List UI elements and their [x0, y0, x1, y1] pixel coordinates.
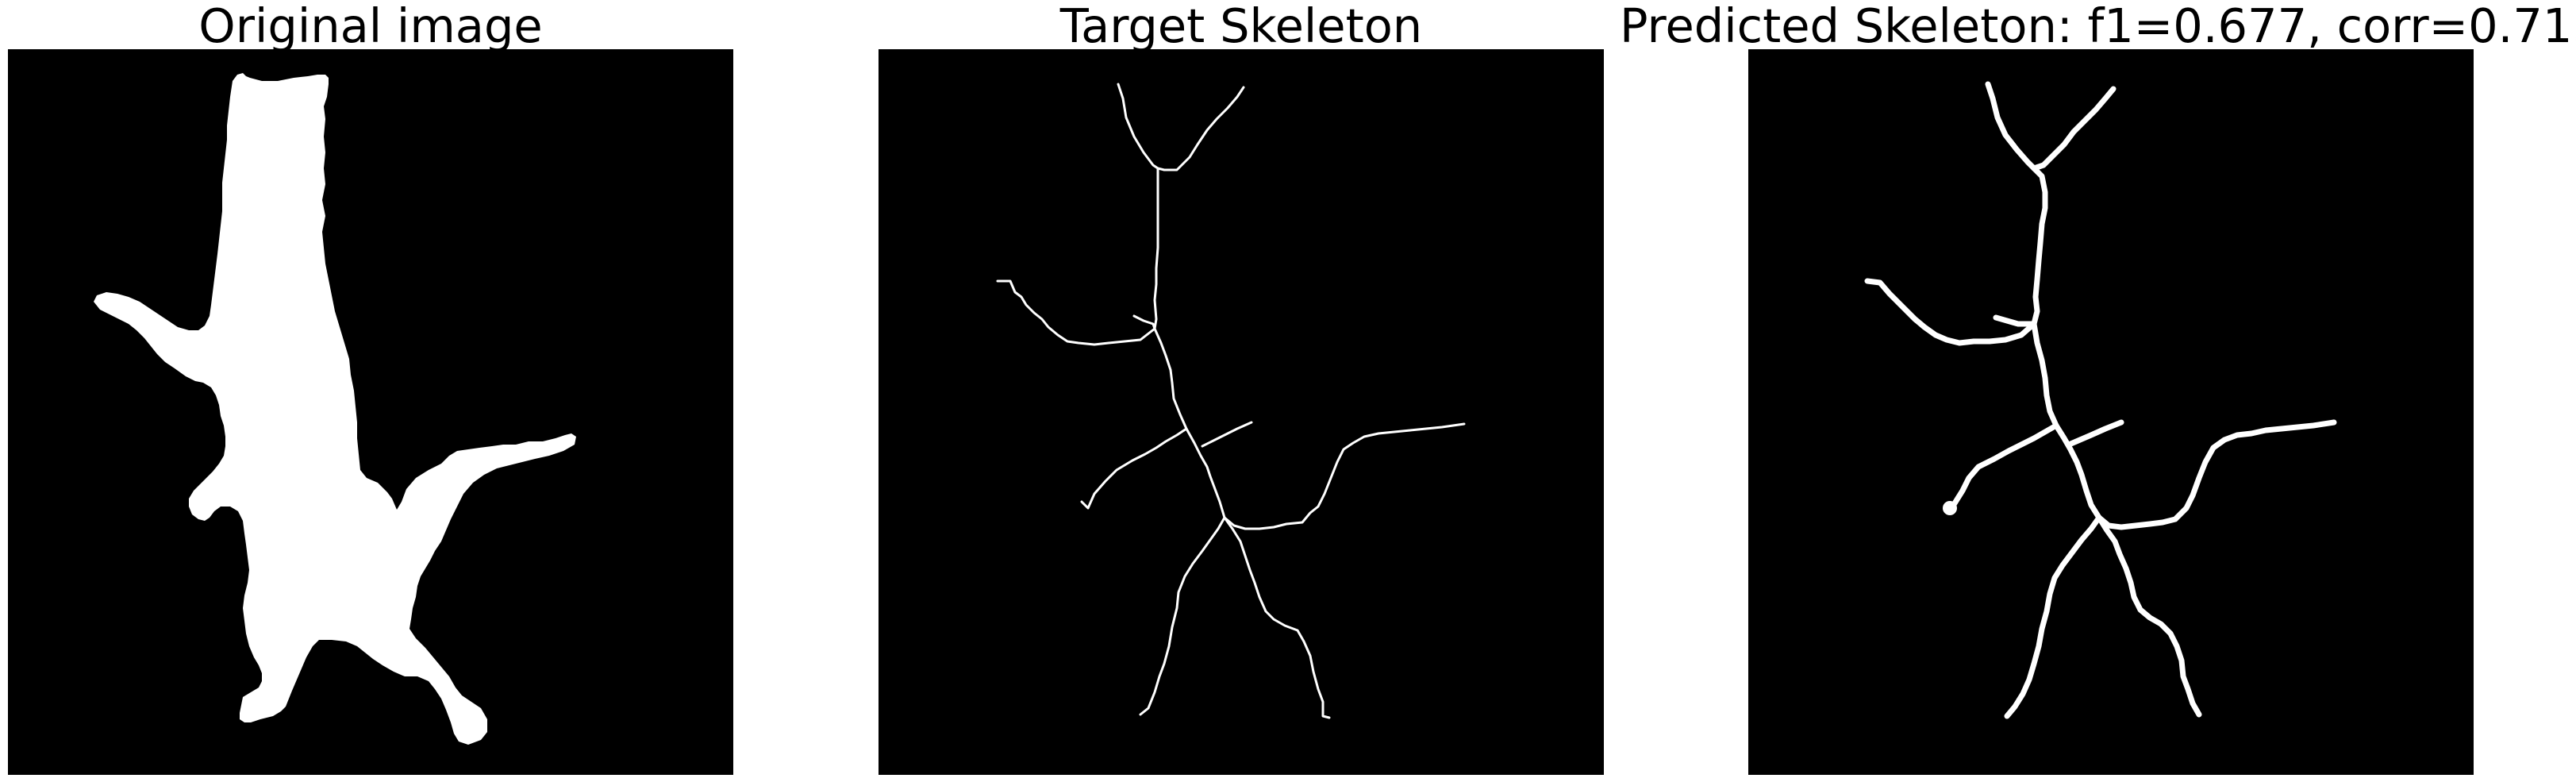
panel-title-original: Original image — [198, 0, 543, 53]
predicted-blob — [1943, 501, 1957, 515]
panel-title-predicted-skeleton: Predicted Skeleton: f1=0.677, corr=0.713 — [1620, 0, 2576, 53]
predicted-skeleton-lines — [1864, 81, 2337, 719]
cat-silhouette — [94, 73, 576, 745]
target-skeleton-image — [879, 49, 1604, 775]
target-skeleton-panel — [879, 49, 1604, 775]
target-skeleton-lines — [996, 83, 1466, 719]
predicted-skeleton-image — [1748, 49, 2474, 775]
cat-silhouette-image — [8, 49, 733, 775]
original-image-panel — [8, 49, 733, 775]
predicted-skeleton-panel — [1748, 49, 2474, 775]
panel-title-target-skeleton: Target Skeleton — [1059, 0, 1423, 53]
